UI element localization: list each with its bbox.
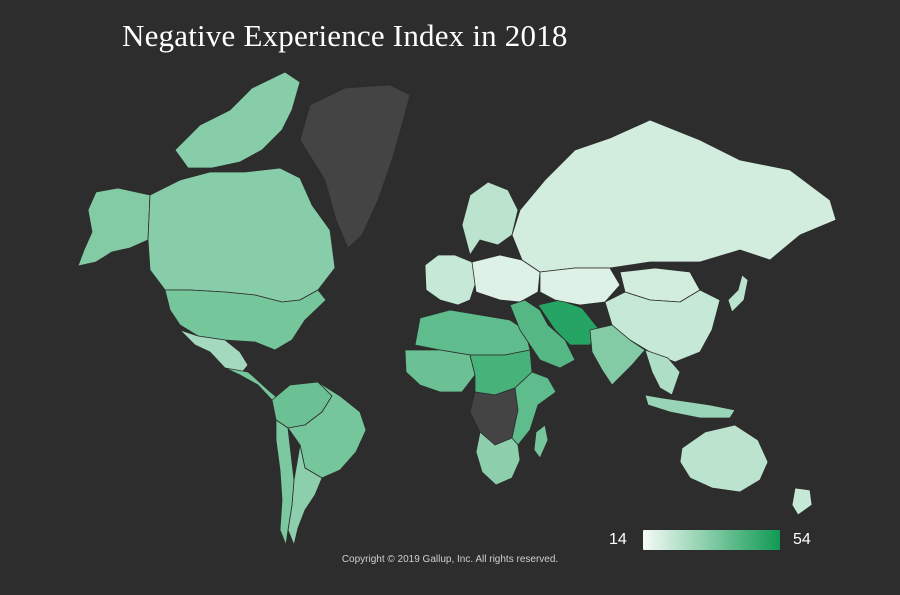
copyright-notice: Copyright © 2019 Gallup, Inc. All rights… [341,554,559,565]
region-europe-north[interactable] [461,181,519,256]
region-russia[interactable] [511,119,837,273]
region-indonesia[interactable] [644,394,736,419]
region-middle-east[interactable] [509,299,576,369]
region-central-asia[interactable] [539,267,621,306]
region-southern-africa[interactable] [475,431,521,486]
region-europe-east[interactable] [471,254,541,303]
region-usa[interactable] [164,289,327,351]
region-central-america[interactable] [224,367,281,401]
legend-color-scale [643,530,780,550]
region-europe-west[interactable] [424,254,477,306]
region-southeast-asia[interactable] [644,349,681,396]
region-north-africa[interactable] [414,309,531,356]
region-new-zealand[interactable] [791,487,813,516]
region-canada[interactable] [147,167,336,303]
region-west-africa[interactable] [404,349,476,393]
region-madagascar[interactable] [533,424,549,459]
map-title: Negative Experience Index in 2018 [122,18,568,53]
region-australia[interactable] [679,424,769,493]
legend-max-label: 54 [793,531,811,548]
region-mexico[interactable] [179,329,249,376]
region-alaska[interactable] [77,187,151,267]
region-canada-arctic[interactable] [174,71,301,169]
legend-min-label: 14 [609,531,627,548]
region-central-africa[interactable] [469,387,519,446]
region-japan[interactable] [727,274,749,313]
region-greenland[interactable] [299,84,411,249]
region-chile[interactable] [275,419,295,546]
region-east-africa[interactable] [511,371,557,446]
region-south-asia[interactable] [589,324,646,386]
